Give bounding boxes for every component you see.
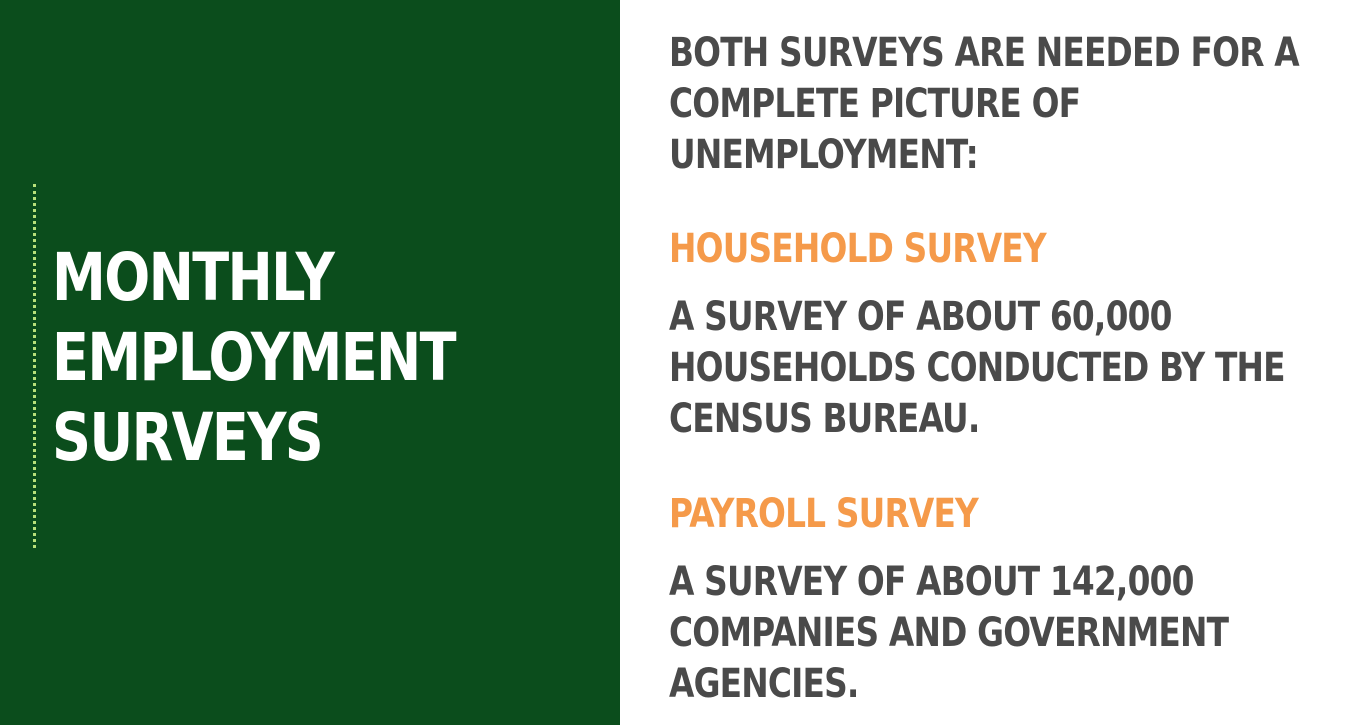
household-survey-description: A SURVEY OF ABOUT 60,000 HOUSEHOLDS COND… <box>669 292 1286 445</box>
intro-line: BOTH SURVEYS ARE NEEDED FOR A <box>669 30 1300 76</box>
payroll-survey-description: A SURVEY OF ABOUT 142,000 COMPANIES AND … <box>669 557 1229 710</box>
right-panel: BOTH SURVEYS ARE NEEDED FOR A COMPLETE P… <box>620 0 1345 725</box>
description-line: CENSUS BUREAU. <box>669 396 980 442</box>
intro-text: BOTH SURVEYS ARE NEEDED FOR A COMPLETE P… <box>669 28 1300 181</box>
title-line: SURVEYS <box>52 399 324 476</box>
slide-title: MONTHLY EMPLOYMENT SURVEYS <box>52 238 495 478</box>
title-line: MONTHLY <box>52 239 335 316</box>
intro-line: COMPLETE PICTURE OF <box>669 81 1081 127</box>
left-panel: MONTHLY EMPLOYMENT SURVEYS <box>0 0 620 725</box>
description-line: HOUSEHOLDS CONDUCTED BY THE <box>669 345 1286 391</box>
payroll-survey-heading: PAYROLL SURVEY <box>669 491 979 537</box>
description-line: A SURVEY OF ABOUT 60,000 <box>669 294 1172 340</box>
dotted-divider <box>33 184 36 548</box>
title-line: EMPLOYMENT <box>52 319 457 396</box>
description-line: AGENCIES. <box>669 661 859 707</box>
description-line: COMPANIES AND GOVERNMENT <box>669 610 1229 656</box>
description-line: A SURVEY OF ABOUT 142,000 <box>669 559 1194 605</box>
household-survey-heading: HOUSEHOLD SURVEY <box>669 226 1047 272</box>
intro-line: UNEMPLOYMENT: <box>669 132 979 178</box>
